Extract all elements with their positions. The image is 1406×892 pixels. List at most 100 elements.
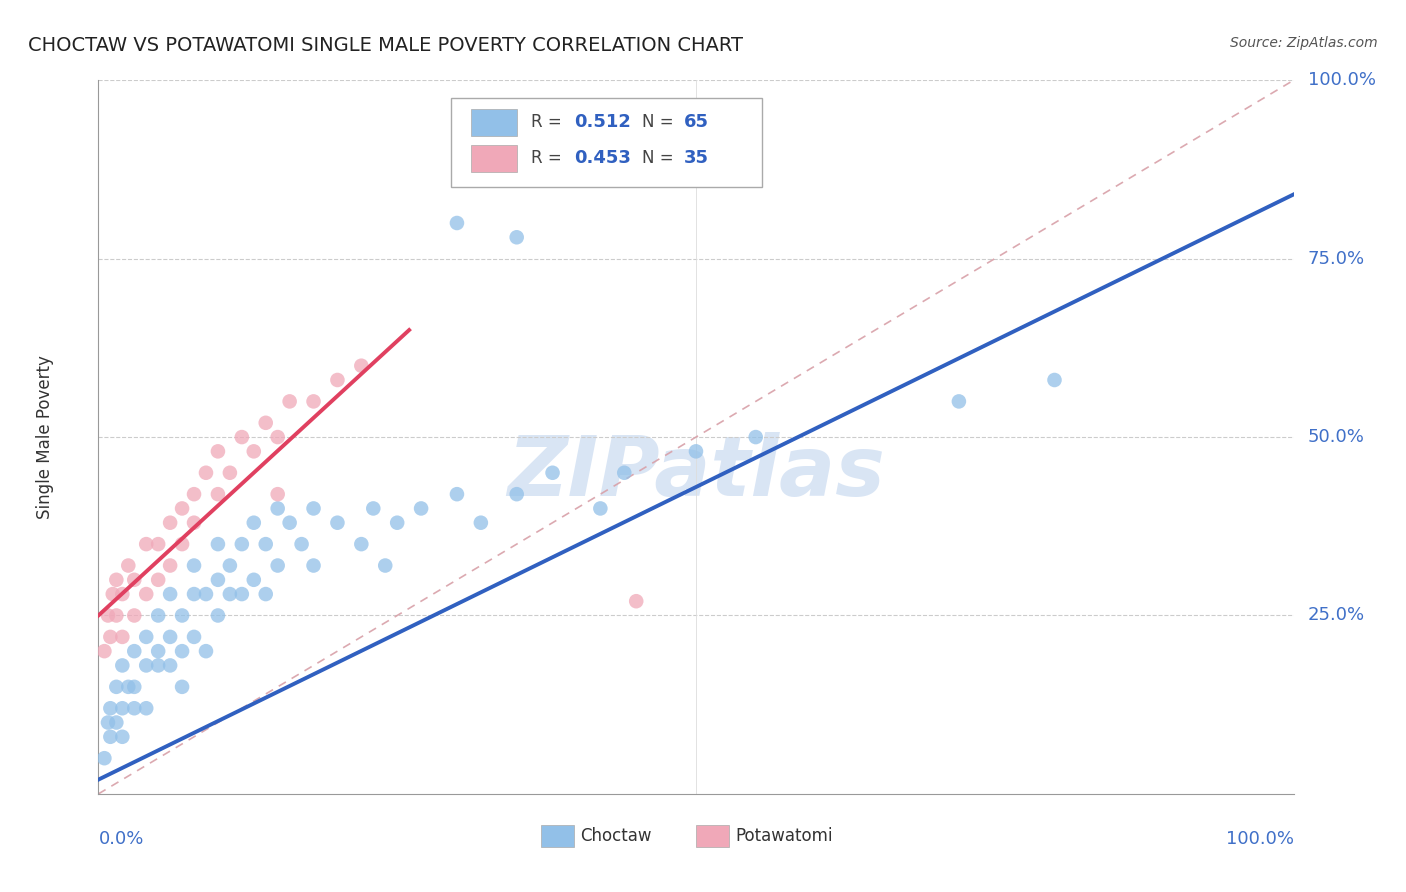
Point: [148, 537, 170, 551]
Point: [195, 466, 218, 480]
Text: 0.453: 0.453: [574, 149, 631, 167]
Point: [105, 608, 128, 623]
Point: [374, 558, 396, 573]
Point: [745, 430, 768, 444]
Point: [135, 701, 157, 715]
Text: N =: N =: [643, 113, 679, 131]
Point: [685, 444, 707, 458]
Point: [124, 644, 146, 658]
Point: [148, 608, 170, 623]
Point: [470, 516, 492, 530]
Point: [111, 587, 134, 601]
Bar: [696, 824, 730, 847]
Point: [172, 501, 194, 516]
Point: [278, 516, 301, 530]
Point: [97, 715, 120, 730]
Point: [254, 537, 277, 551]
Point: [111, 630, 134, 644]
Point: [363, 501, 385, 516]
Text: ZIPatlas: ZIPatlas: [508, 433, 884, 513]
Point: [506, 230, 529, 244]
Point: [105, 573, 128, 587]
Text: 100.0%: 100.0%: [1308, 71, 1376, 89]
Text: Potawatomi: Potawatomi: [735, 827, 832, 845]
Point: [267, 487, 290, 501]
Point: [101, 587, 124, 601]
Point: [385, 516, 409, 530]
Point: [124, 680, 146, 694]
FancyBboxPatch shape: [451, 98, 762, 187]
Point: [411, 501, 433, 516]
Point: [207, 444, 229, 458]
Point: [172, 608, 194, 623]
Point: [148, 644, 170, 658]
Point: [93, 751, 115, 765]
Point: [350, 537, 373, 551]
Point: [207, 608, 229, 623]
Point: [350, 359, 373, 373]
Point: [183, 558, 205, 573]
Point: [302, 558, 325, 573]
Point: [117, 558, 139, 573]
Point: [98, 630, 122, 644]
Text: 50.0%: 50.0%: [1308, 428, 1365, 446]
Point: [124, 608, 146, 623]
Point: [117, 680, 139, 694]
Text: R =: R =: [531, 113, 567, 131]
Text: 100.0%: 100.0%: [1226, 830, 1294, 847]
Point: [111, 701, 134, 715]
Point: [135, 630, 157, 644]
Point: [98, 701, 122, 715]
Text: 75.0%: 75.0%: [1308, 250, 1365, 268]
Point: [589, 501, 612, 516]
Point: [219, 466, 242, 480]
Point: [172, 644, 194, 658]
Point: [219, 587, 242, 601]
Point: [159, 658, 181, 673]
Point: [1043, 373, 1066, 387]
Point: [243, 573, 266, 587]
Point: [159, 630, 181, 644]
Point: [111, 730, 134, 744]
Point: [613, 466, 636, 480]
Point: [231, 537, 253, 551]
Bar: [541, 824, 574, 847]
Point: [159, 516, 181, 530]
Point: [135, 658, 157, 673]
Text: Choctaw: Choctaw: [581, 827, 651, 845]
Point: [231, 430, 253, 444]
Point: [446, 487, 468, 501]
Point: [159, 587, 181, 601]
Point: [302, 501, 325, 516]
Point: [541, 466, 564, 480]
Point: [626, 594, 648, 608]
Point: [948, 394, 970, 409]
Point: [326, 516, 349, 530]
Point: [135, 587, 157, 601]
Point: [195, 644, 218, 658]
Point: [291, 537, 314, 551]
Text: R =: R =: [531, 149, 567, 167]
Bar: [471, 145, 517, 171]
Point: [207, 573, 229, 587]
Point: [124, 701, 146, 715]
Point: [278, 394, 301, 409]
Point: [267, 501, 290, 516]
Point: [243, 444, 266, 458]
Point: [207, 487, 229, 501]
Point: [446, 216, 468, 230]
Text: Source: ZipAtlas.com: Source: ZipAtlas.com: [1230, 36, 1378, 50]
Point: [135, 537, 157, 551]
Point: [172, 537, 194, 551]
Point: [183, 516, 205, 530]
Point: [105, 715, 128, 730]
Point: [254, 587, 277, 601]
Point: [148, 573, 170, 587]
Point: [219, 558, 242, 573]
Point: [195, 587, 218, 601]
Bar: [471, 109, 517, 136]
Text: 35: 35: [685, 149, 709, 167]
Point: [172, 680, 194, 694]
Point: [183, 487, 205, 501]
Point: [326, 373, 349, 387]
